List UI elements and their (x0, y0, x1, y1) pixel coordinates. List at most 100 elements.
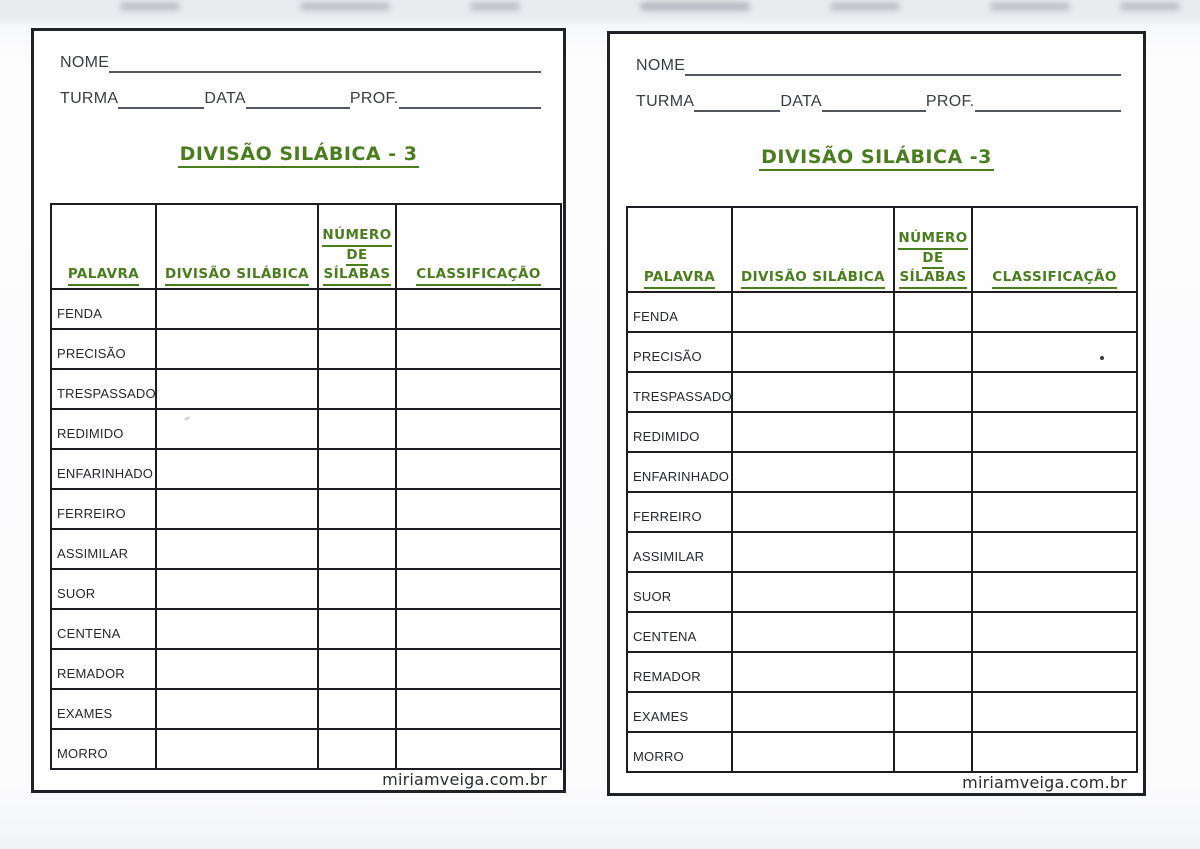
word-cell: TRESPASSADO (50, 368, 157, 410)
class-label: TURMA (636, 93, 695, 110)
word-cell: CENTENA (626, 611, 733, 653)
answer-cell (893, 691, 973, 733)
answer-cell (395, 328, 562, 370)
table-row: REDIMIDO (626, 411, 1138, 453)
word-cell: FENDA (626, 291, 733, 333)
answer-cell (395, 608, 562, 650)
name-label: NOME (60, 54, 110, 71)
word-cell: MORRO (50, 728, 157, 770)
answer-cell (317, 488, 397, 530)
date-blank-line (821, 96, 926, 112)
answer-cell (731, 731, 895, 773)
word-cell: TRESPASSADO (626, 371, 733, 413)
answer-cell (317, 568, 397, 610)
table-row: ENFARINHADO (50, 448, 562, 490)
word-cell: EXAMES (50, 688, 157, 730)
class-date-prof-row: TURMA DATA PROF. (60, 89, 541, 109)
word-cell: MORRO (626, 731, 733, 773)
answer-cell (155, 288, 319, 330)
answer-cell (155, 608, 319, 650)
scan-speck (1100, 356, 1104, 360)
answer-cell (155, 328, 319, 370)
scan-smudge (120, 2, 180, 11)
table-row: REMADOR (626, 651, 1138, 693)
answer-cell (395, 288, 562, 330)
answer-cell (971, 291, 1138, 333)
word-cell: SUOR (50, 568, 157, 610)
syllable-division-table: PALAVRA DIVISÃO SILÁBICA NÚMERO DE SÍLABAS CL… (50, 203, 562, 770)
word-cell: FERREIRO (50, 488, 157, 530)
word-cell: REDIMIDO (50, 408, 157, 450)
class-label: TURMA (60, 90, 119, 107)
word-cell: ENFARINHADO (626, 451, 733, 493)
answer-cell (395, 568, 562, 610)
answer-cell (971, 571, 1138, 613)
word-cell: REMADOR (50, 648, 157, 690)
answer-cell (155, 528, 319, 570)
answer-cell (155, 648, 319, 690)
answer-cell (893, 611, 973, 653)
date-blank-line (245, 93, 350, 109)
answer-cell (317, 528, 397, 570)
date-label: DATA (780, 93, 822, 110)
answer-cell (317, 648, 397, 690)
table-row: PRECISÃO (626, 331, 1138, 373)
answer-cell (731, 691, 895, 733)
column-header: PALAVRA (50, 203, 157, 290)
answer-cell (731, 331, 895, 373)
answer-cell (893, 731, 973, 773)
worksheet-right: NOME TURMA DATA PROF. DIVISÃO SILÁBICA -… (607, 31, 1146, 796)
column-header: DIVISÃO SILÁBICA (731, 206, 895, 293)
answer-cell (731, 491, 895, 533)
answer-cell (971, 451, 1138, 493)
answer-cell (317, 288, 397, 330)
answer-cell (155, 408, 319, 450)
answer-cell (155, 568, 319, 610)
answer-cell (731, 651, 895, 693)
answer-cell (971, 611, 1138, 653)
name-blank-line (685, 60, 1121, 76)
table-row: SUOR (626, 571, 1138, 613)
answer-cell (731, 571, 895, 613)
worksheet-title: DIVISÃO SILÁBICA -3 (610, 146, 1143, 171)
table-row: ASSIMILAR (50, 528, 562, 570)
answer-cell (731, 371, 895, 413)
answer-cell (893, 571, 973, 613)
answer-cell (971, 371, 1138, 413)
name-blank-line (109, 57, 541, 73)
table-row: CENTENA (50, 608, 562, 650)
answer-cell (317, 368, 397, 410)
table-row: MORRO (626, 731, 1138, 773)
answer-cell (893, 491, 973, 533)
table-row: EXAMES (50, 688, 562, 730)
answer-cell (893, 531, 973, 573)
class-blank-line (694, 96, 781, 112)
table-row: PRECISÃO (50, 328, 562, 370)
scan-smudge (640, 2, 750, 11)
answer-cell (317, 688, 397, 730)
answer-cell (395, 448, 562, 490)
answer-cell (155, 728, 319, 770)
table-header-row: PALAVRA DIVISÃO SILÁBICA NÚMERO DE SÍLABAS CL… (50, 203, 562, 290)
prof-label: PROF. (925, 93, 975, 110)
prof-blank-line (398, 93, 541, 109)
table-row: MORRO (50, 728, 562, 770)
table-row: FENDA (626, 291, 1138, 333)
table-row: TRESPASSADO (50, 368, 562, 410)
answer-cell (971, 651, 1138, 693)
prof-blank-line (974, 96, 1121, 112)
answer-cell (893, 331, 973, 373)
class-date-prof-row: TURMA DATA PROF. (636, 92, 1121, 112)
worksheet-title: DIVISÃO SILÁBICA - 3 (34, 143, 563, 168)
syllable-division-table: PALAVRA DIVISÃO SILÁBICA NÚMERO DE SÍLABAS CL… (626, 206, 1138, 773)
scan-smudge (990, 2, 1070, 11)
answer-cell (971, 331, 1138, 373)
website-credit: miriamveiga.com.br (962, 773, 1127, 792)
table-row: FENDA (50, 288, 562, 330)
word-cell: SUOR (626, 571, 733, 613)
answer-cell (317, 448, 397, 490)
answer-cell (395, 728, 562, 770)
scan-smudge (830, 2, 900, 11)
answer-cell (395, 488, 562, 530)
table-row: ASSIMILAR (626, 531, 1138, 573)
